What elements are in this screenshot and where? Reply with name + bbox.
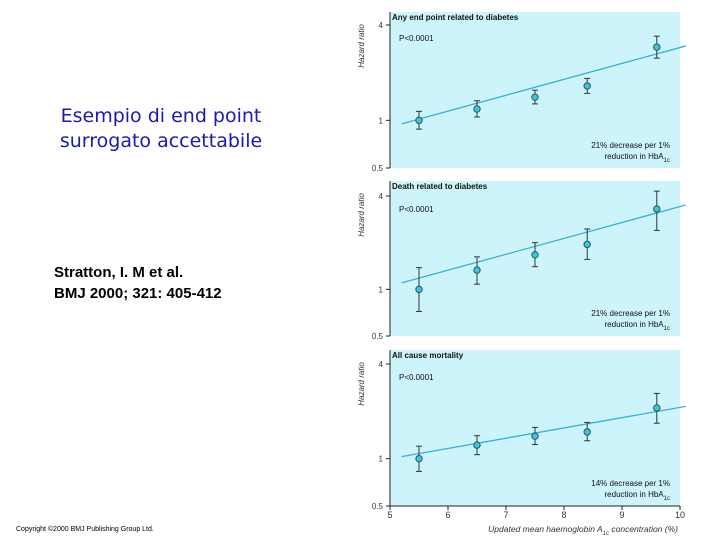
y-tick-label: 0.5 xyxy=(372,502,384,511)
data-point xyxy=(653,404,661,412)
data-point xyxy=(415,454,423,463)
annotation-text: reduction in HbA xyxy=(605,490,665,499)
y-tick-label: 4 xyxy=(379,21,384,30)
annotation-line-1: 21% decrease per 1% xyxy=(591,141,670,150)
x-axis-label-text: Updated mean haemoglobin A xyxy=(488,524,603,534)
x-tick-label: 5 xyxy=(387,510,392,520)
annotation-line-1: 14% decrease per 1% xyxy=(591,479,670,488)
x-axis-label-subscript: 1c xyxy=(603,531,609,537)
y-tick-label: 4 xyxy=(379,360,384,369)
annotation-subscript: 1c xyxy=(664,326,670,332)
data-point xyxy=(653,43,661,51)
data-point xyxy=(415,285,423,294)
chart-panel-1: 0.5 1 4 Hazard ratio Any end point related t… xyxy=(357,12,686,173)
annotation-line-2: reduction in HbA1c xyxy=(605,320,671,332)
data-point xyxy=(531,93,539,101)
panel-title: All cause mortality xyxy=(392,351,464,360)
p-value: P<0.0001 xyxy=(399,205,434,214)
data-point xyxy=(583,240,591,249)
x-tick-label: 9 xyxy=(619,510,624,520)
annotation-text: reduction in HbA xyxy=(605,152,665,161)
y-axis-label: Hazard ratio xyxy=(357,24,366,68)
trend-line xyxy=(401,405,686,458)
slide-title-line-1: Esempio di end point xyxy=(60,105,262,127)
copyright-notice: Copyright ©2000 BMJ Publishing Group Ltd… xyxy=(16,526,154,533)
data-point xyxy=(473,105,481,113)
x-tick-label: 6 xyxy=(445,510,450,520)
trend-line xyxy=(401,45,686,125)
y-tick-label: 0.5 xyxy=(372,164,384,173)
data-point xyxy=(473,441,481,449)
data-point xyxy=(653,205,661,213)
y-tick-label: 1 xyxy=(379,116,384,125)
chart-panel-3: 0.5 1 4 Hazard ratio All cause mortality P<0.… xyxy=(357,350,686,537)
data-point xyxy=(531,432,539,440)
annotation-line-2: reduction in HbA1c xyxy=(605,490,671,502)
x-tick-label: 10 xyxy=(675,510,685,520)
annotation-subscript: 1c xyxy=(664,158,670,164)
chart-panel-2: 0.5 1 4 Hazard ratio Death related to diabet… xyxy=(357,181,686,341)
x-axis-label-unit: concentration (%) xyxy=(609,524,678,534)
citation: Stratton, I. M et al. BMJ 2000; 321: 405… xyxy=(54,262,222,304)
data-point xyxy=(473,266,481,274)
slide-title-line-2: surrogato accettabile xyxy=(59,130,263,152)
data-point xyxy=(583,82,591,90)
y-tick-label: 0.5 xyxy=(372,332,384,341)
slide-title: Esempio di end point surrogato accettabi… xyxy=(30,104,292,154)
trend-line xyxy=(401,204,686,284)
y-axis-label: Hazard ratio xyxy=(357,193,366,237)
x-tick-label: 8 xyxy=(561,510,566,520)
data-point xyxy=(531,251,539,259)
y-tick-label: 1 xyxy=(379,455,384,464)
annotation-subscript: 1c xyxy=(664,496,670,502)
citation-authors: Stratton, I. M et al. xyxy=(54,264,184,281)
y-axis-label: Hazard ratio xyxy=(357,362,366,406)
panel-title: Any end point related to diabetes xyxy=(392,13,519,22)
p-value: P<0.0001 xyxy=(399,373,434,382)
y-tick-label: 4 xyxy=(379,192,384,201)
data-point xyxy=(583,428,591,436)
citation-journal: BMJ 2000; 321: 405-412 xyxy=(54,285,222,302)
annotation-text: reduction in HbA xyxy=(605,320,665,329)
y-tick-label: 1 xyxy=(379,285,384,294)
p-value: P<0.0001 xyxy=(399,34,434,43)
panel-title: Death related to diabetes xyxy=(392,182,488,191)
x-tick-label: 7 xyxy=(503,510,508,520)
hazard-ratio-figure: 0.5 1 4 Hazard ratio Any end point related t… xyxy=(357,12,686,537)
data-point xyxy=(415,116,423,125)
annotation-line-2: reduction in HbA1c xyxy=(605,152,671,164)
annotation-line-1: 21% decrease per 1% xyxy=(591,309,670,318)
x-axis-label: Updated mean haemoglobin A1c concentrati… xyxy=(488,524,678,537)
